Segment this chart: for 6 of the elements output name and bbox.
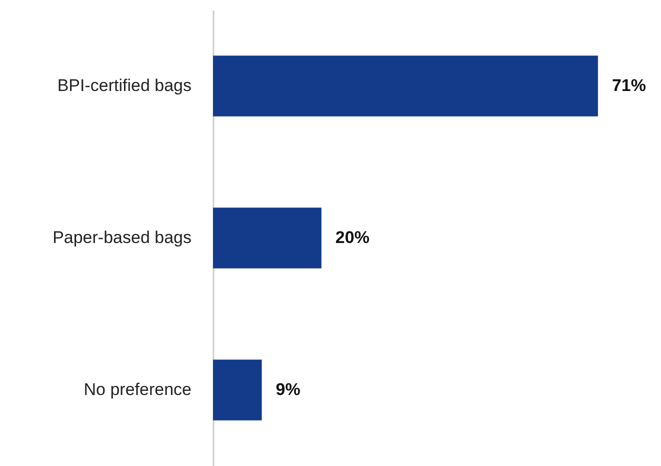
y-tick-label: No preference xyxy=(84,380,192,399)
y-tick-label: BPI-certified bags xyxy=(57,76,192,95)
data-label: 71% xyxy=(612,76,646,95)
data-label: 9% xyxy=(276,380,300,399)
data-label: 20% xyxy=(335,228,370,247)
y-tick-label: Paper-based bags xyxy=(52,228,192,247)
